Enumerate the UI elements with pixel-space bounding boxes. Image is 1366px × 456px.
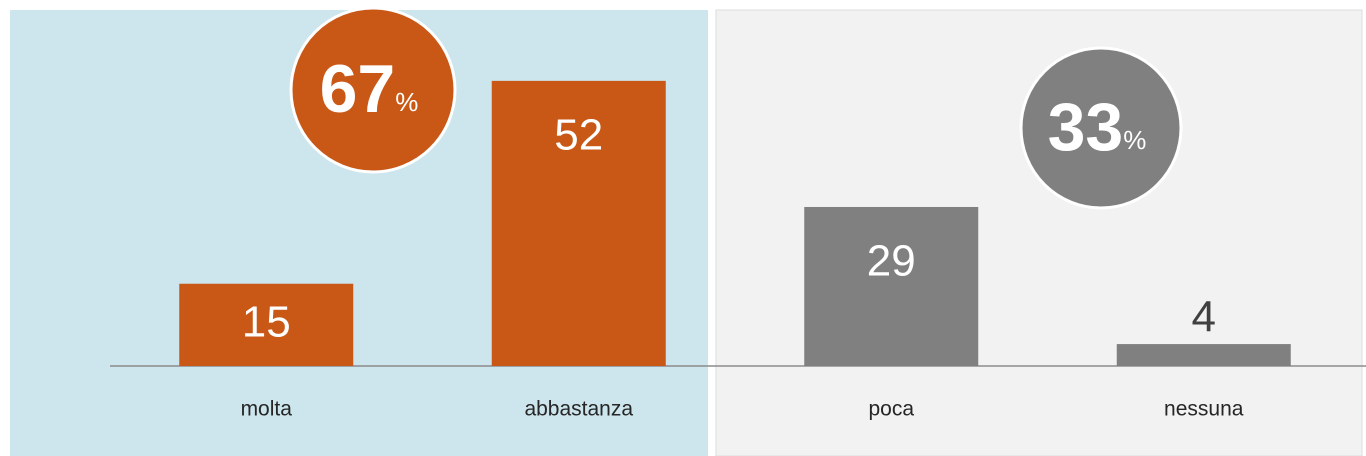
group-unit: % [395, 87, 418, 117]
bar [804, 206, 979, 366]
value-label: 52 [554, 110, 603, 159]
x-tick-label: nessuna [1164, 398, 1244, 421]
group-total: 67% [320, 51, 419, 127]
group-unit: % [1123, 125, 1146, 155]
value-label: 29 [867, 237, 916, 286]
bar [179, 283, 354, 366]
value-label: 4 [1192, 293, 1216, 342]
bar [491, 80, 666, 366]
x-tick-label: poca [868, 398, 914, 421]
value-label: 15 [242, 298, 291, 347]
group-value: 67 [320, 51, 396, 127]
bar [1116, 344, 1291, 366]
group-value: 33 [1048, 89, 1124, 165]
x-tick-label: molta [241, 398, 293, 421]
x-tick-label: abbastanza [524, 398, 633, 421]
group-total: 33% [1048, 89, 1147, 165]
group-circle [289, 6, 457, 174]
group-circle [1019, 46, 1183, 210]
